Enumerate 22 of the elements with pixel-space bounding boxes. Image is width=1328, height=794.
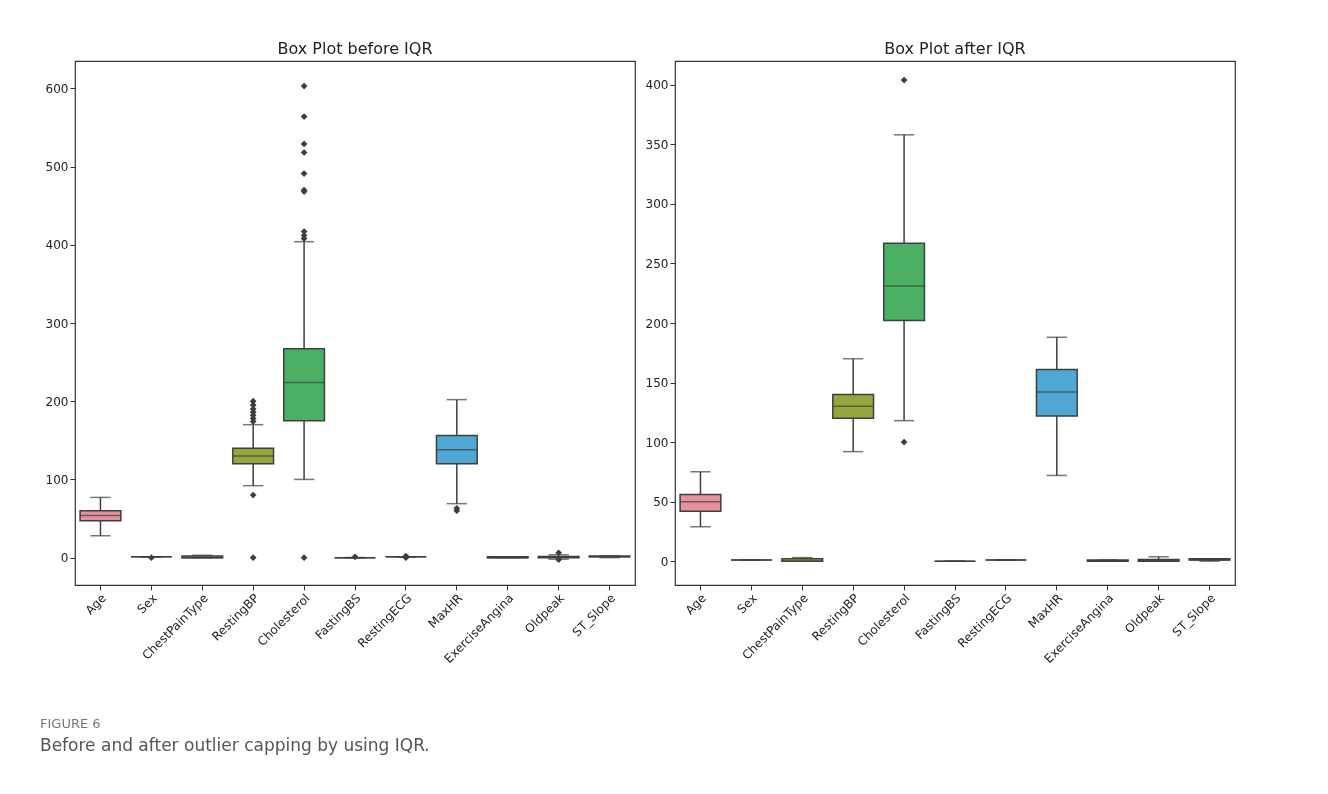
y-tick-label: 200 [45,394,69,409]
y-tick-label: 100 [645,435,669,450]
y-tick-label: 400 [645,78,669,93]
y-tick-label: 350 [645,137,669,152]
y-tick-label: 0 [60,551,69,566]
chart-title: Box Plot before IQR [277,39,433,58]
y-tick-label: 300 [45,316,69,331]
x-tick-label: Age [682,591,709,618]
y-tick-label: 200 [645,316,669,331]
y-tick-label: 100 [45,472,69,487]
y-tick-label: 0 [660,554,669,569]
y-tick-label: 250 [645,256,669,271]
chart-title: Box Plot after IQR [884,39,1026,58]
y-tick-label: 600 [45,81,69,96]
y-tick-label: 500 [45,160,69,175]
y-tick-label: 400 [45,238,69,253]
x-tick-label: Age [82,591,109,618]
caption: FIGURE 6 [40,716,102,731]
y-tick-label: 50 [653,495,669,510]
y-tick-label: 300 [645,197,669,212]
text: Before and after outlier capping by using IQR. [40,735,431,755]
y-tick-label: 150 [645,376,669,391]
